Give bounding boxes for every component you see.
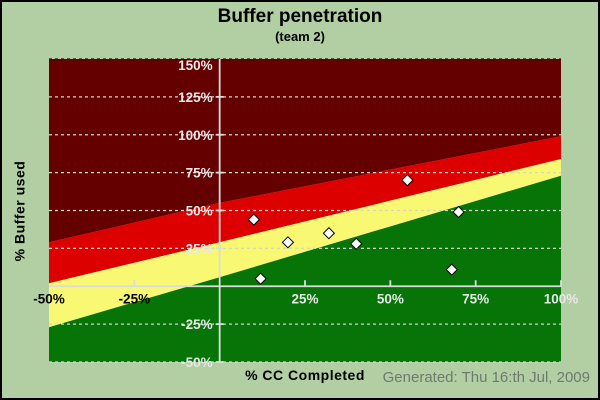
chart-title: Buffer penetration [217, 6, 383, 27]
y-tick-label-125: 125% [178, 90, 213, 105]
y-tick-label-75: 75% [186, 166, 213, 181]
data-point-marker-3 [322, 227, 336, 240]
data-point-marker-4 [349, 237, 363, 251]
y-tick-label-150: 150% [178, 58, 213, 73]
data-point-marker-5 [401, 173, 414, 187]
y-tick-label--25: -25% [181, 317, 213, 332]
y-axis-title: % Buffer used [11, 160, 27, 261]
data-point-marker-0 [247, 213, 261, 226]
data-point-marker-2 [281, 236, 295, 249]
y-tick-label-50: 50% [186, 204, 213, 219]
x-axis-title: % CC Completed [245, 367, 365, 383]
y-axis-title-container: % Buffer used [4, 59, 34, 362]
x-tick-label-50: 50% [377, 291, 404, 306]
y-tick-label--50: -50% [181, 355, 213, 370]
data-point-marker-7 [452, 205, 465, 219]
plot-area: 150% 125% 100% 75% 50% 25% -25% -50% -50% -25% 25%… [33, 58, 578, 370]
data-point-marker-1 [254, 272, 267, 285]
data-point-marker-6 [445, 263, 458, 276]
critical-zone-dark-red [49, 59, 561, 243]
x-tick-label--50: -50% [33, 291, 65, 306]
fever-chart-canvas: 150% 125% 100% 75% 50% 25% -25% -50% -50% -25% 25%… [33, 58, 578, 370]
ok-zone-green [49, 175, 561, 362]
x-tick-label--25: -25% [119, 291, 151, 306]
generated-timestamp: Generated: Thu 16:th Jul, 2009 [382, 369, 590, 386]
x-tick-label-100: 100% [544, 291, 579, 306]
y-tick-label-25: 25% [186, 241, 213, 256]
chart-subtitle: (team 2) [275, 29, 325, 44]
x-tick-label-25: 25% [291, 291, 318, 306]
x-tick-label-75: 75% [462, 291, 489, 306]
y-tick-label-100: 100% [178, 128, 213, 143]
watch-zone-yellow [49, 159, 561, 328]
